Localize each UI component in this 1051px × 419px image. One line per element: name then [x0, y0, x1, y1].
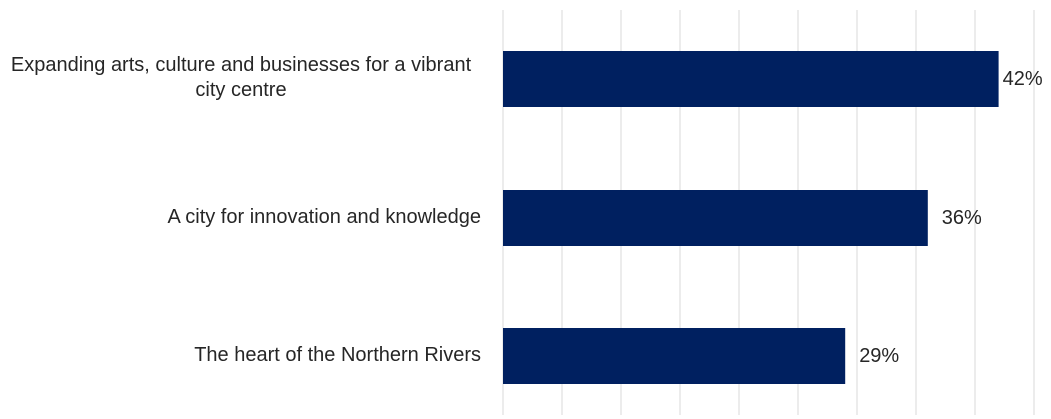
value-label-northern-rivers: 29%: [859, 345, 900, 367]
bars: [503, 51, 999, 384]
category-label-innovation: A city for innovation and knowledge: [167, 206, 481, 228]
category-label-arts-culture: Expanding arts, culture and businesses f…: [10, 54, 472, 101]
bar: [503, 328, 846, 384]
bar: [503, 190, 928, 246]
bar: [503, 51, 999, 107]
category-label-northern-rivers: The heart of the Northern Rivers: [194, 344, 481, 366]
value-label-arts-culture: 42%: [1002, 68, 1043, 90]
value-label-innovation: 36%: [941, 207, 982, 229]
